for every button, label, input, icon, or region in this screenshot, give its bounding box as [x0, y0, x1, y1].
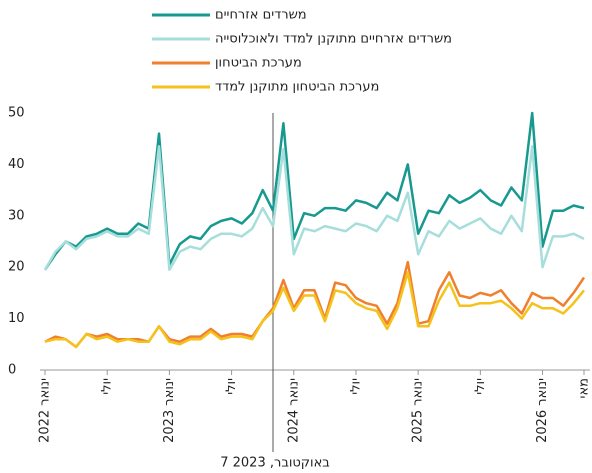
x-tick-label: ינואר 2026 [535, 378, 550, 443]
series-line [43, 111, 585, 271]
series-line [43, 145, 585, 272]
x-tick-label: ינואר 2022 [38, 378, 53, 443]
y-tick-label: 40 [8, 157, 25, 172]
series-line [44, 260, 586, 349]
legend-label: מערכת הביטחון [215, 56, 302, 71]
x-tick-label: ינואר 2025 [411, 378, 426, 443]
series-line [44, 271, 585, 349]
x-tick-label: ינואר 2024 [286, 378, 301, 443]
x-tick-label: מאי [577, 378, 592, 398]
legend-label: משרדים אזרחיים [215, 8, 307, 23]
y-tick-label: 10 [8, 311, 25, 326]
x-tick-label: יולי [473, 378, 488, 395]
annotation: 7 באוקטובר, 2023 [220, 456, 330, 471]
y-tick-label: 50 [8, 106, 25, 121]
y-tick-label: 30 [8, 208, 25, 223]
x-tick-label: יולי [348, 378, 363, 395]
y-tick-label: 20 [8, 260, 25, 275]
legend-label: משרדים אזרחיים מתוקנן למדד ולאוכלוסייה [215, 32, 452, 47]
x-tick-label: ינואר 2023 [162, 378, 177, 443]
y-tick-label: 0 [8, 363, 16, 378]
x-tick-label: יולי [224, 378, 239, 395]
legend-label: מערכת הביטחון מתוקנן למדד [215, 80, 379, 95]
x-tick-label: יולי [100, 378, 115, 395]
